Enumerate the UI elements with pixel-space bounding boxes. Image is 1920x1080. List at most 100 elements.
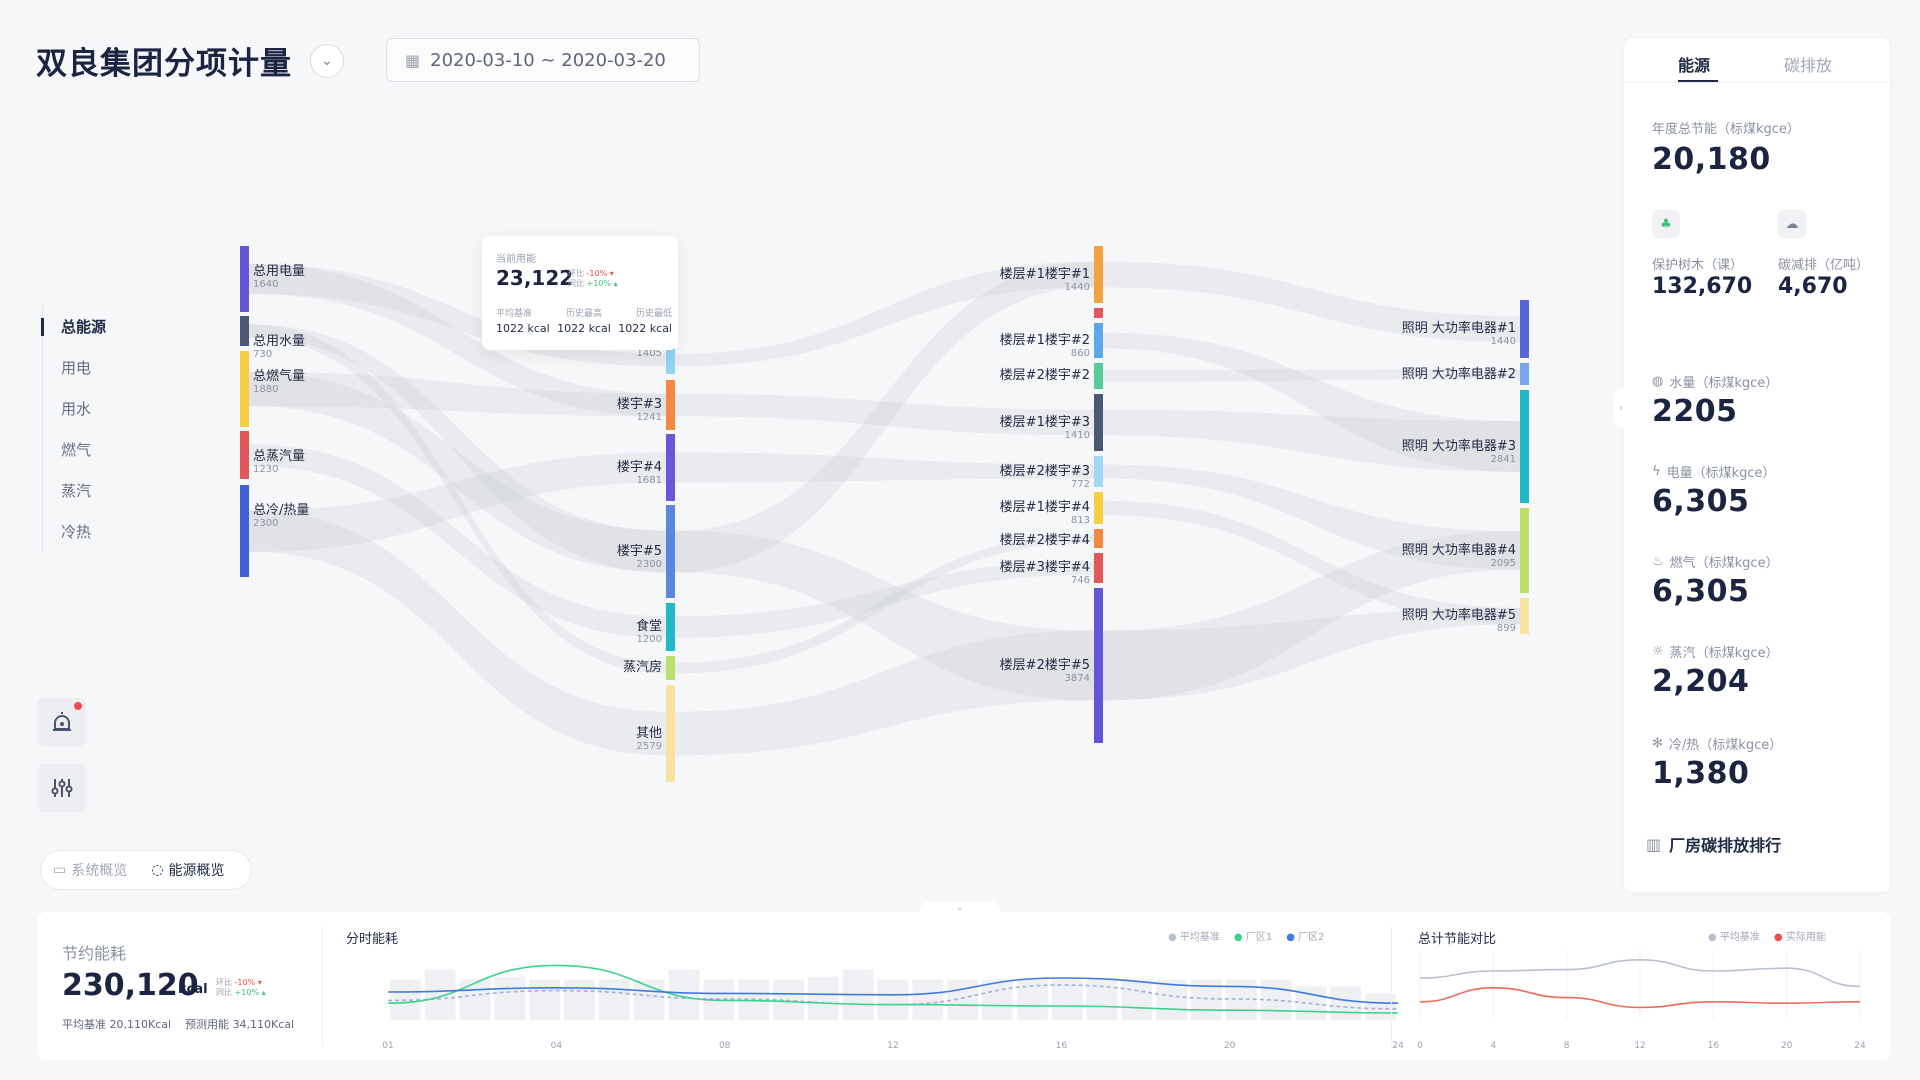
- compare-series-line: [1419, 986, 1861, 1009]
- sankey-node-label: 楼层#1楼宇#1 1440: [914, 263, 1090, 293]
- tree-icon: ♣: [1652, 210, 1680, 238]
- sankey-node-bar[interactable]: [666, 505, 675, 598]
- sankey-node-name: 楼层#1楼宇#3: [999, 414, 1090, 430]
- tooltip-col-min: 历史最低: [635, 309, 672, 319]
- nav-item-water[interactable]: 用水: [61, 400, 92, 418]
- sankey-node-bar[interactable]: [666, 656, 675, 680]
- tab-carbon[interactable]: 碳排放: [1784, 56, 1833, 75]
- sankey-node-label: 楼宇#3 1241: [486, 393, 662, 423]
- hourly-bar: [1156, 979, 1188, 1020]
- sankey-node-bar[interactable]: [240, 351, 249, 427]
- sankey-node-name: 楼层#2楼宇#4: [999, 533, 1090, 548]
- tooltip-val-avg: 1022 kcal: [496, 322, 550, 335]
- hourly-bar: [877, 979, 909, 1020]
- sankey-node-bar[interactable]: [1520, 390, 1529, 503]
- sankey-node-name: 照明 大功率电器#4: [1401, 542, 1516, 558]
- sankey-node-name: 楼宇#4: [616, 459, 662, 475]
- sankey-node-value: 899: [1496, 623, 1516, 634]
- sankey-node-bar[interactable]: [1094, 308, 1103, 318]
- nav-item-heat[interactable]: 冷热: [61, 523, 92, 541]
- sankey-node-bar[interactable]: [1520, 363, 1529, 385]
- sankey-node-bar[interactable]: [1520, 508, 1529, 593]
- sankey-node-name: 楼宇#3: [616, 397, 662, 412]
- gas-label: 燃气（标煤kgce）: [1669, 556, 1779, 571]
- sankey-node-label: 楼宇#4 1681: [486, 456, 662, 486]
- compare-x-tick: 8: [1564, 1041, 1570, 1051]
- sankey-flow-link: [675, 630, 1094, 756]
- sankey-node-label: 照明 大功率电器#3 2841: [1340, 435, 1516, 465]
- sankey-node-bar[interactable]: [240, 246, 249, 312]
- sankey-node-bar[interactable]: [1520, 300, 1529, 358]
- date-range-picker[interactable]: ▦ 2020-03-10 ~ 2020-03-20: [386, 38, 700, 82]
- sankey-node-bar[interactable]: [1094, 394, 1103, 451]
- panel-collapse-handle[interactable]: ›: [1614, 388, 1628, 428]
- sankey-node-bar[interactable]: [1094, 246, 1103, 303]
- sankey-node-bar[interactable]: [240, 485, 249, 577]
- sankey-node-bar[interactable]: [666, 434, 675, 501]
- sankey-flow-link: [675, 393, 1094, 436]
- sankey-node-bar[interactable]: [666, 685, 675, 782]
- sankey-node-bar[interactable]: [1520, 598, 1529, 634]
- sliders-icon: [51, 779, 73, 797]
- sankey-node-bar[interactable]: [1094, 553, 1103, 583]
- carbon-ranking-link[interactable]: ▥ 厂房碳排放排行: [1646, 834, 1782, 856]
- tooltip-tb-label: 同比: [568, 279, 584, 288]
- title-dropdown-button[interactable]: ⌄: [310, 44, 344, 78]
- sankey-node-name: 总蒸汽量: [253, 449, 306, 464]
- cloud-icon: ☁: [1778, 210, 1806, 238]
- sankey-node-value: 746: [1070, 575, 1090, 586]
- sankey-node-bar[interactable]: [240, 431, 249, 479]
- sankey-node-value: 730: [253, 349, 273, 360]
- carbon-value: 4,670: [1778, 274, 1848, 299]
- sankey-flow-link: [249, 371, 666, 573]
- nav-item-total[interactable]: 总能源: [41, 306, 163, 347]
- nav-item-gas[interactable]: 燃气: [61, 441, 92, 459]
- tab-energy-overview[interactable]: ◌ 能源概览: [151, 862, 225, 879]
- sankey-node-bar[interactable]: [1094, 363, 1103, 389]
- sankey-flow-link: [675, 534, 1094, 674]
- lightning-icon: ϟ: [1652, 464, 1661, 479]
- tab-system-overview[interactable]: ▭ 系统概览: [53, 862, 128, 879]
- sankey-node-value: 1241: [636, 412, 662, 423]
- sankey-node-bar[interactable]: [666, 603, 675, 651]
- sankey-flow-link: [675, 261, 1094, 367]
- sankey-node-bar[interactable]: [666, 380, 675, 430]
- sankey-node-label: 总用水量 730: [253, 330, 305, 360]
- sankey-node-bar[interactable]: [1094, 588, 1103, 743]
- sankey-node-bar[interactable]: [240, 316, 249, 346]
- hourly-bar: [459, 979, 491, 1020]
- saving-unit: kcal: [178, 982, 208, 997]
- alarm-button[interactable]: [38, 698, 86, 746]
- electric-label: 电量（标煤kgce）: [1666, 466, 1776, 481]
- tooltip-tb-value: +10%: [586, 279, 612, 288]
- trees-value: 132,670: [1652, 274, 1753, 299]
- sankey-node-name: 总用电量: [253, 264, 306, 279]
- settings-sliders-button[interactable]: [38, 764, 86, 812]
- sankey-node-name: 食堂: [635, 619, 662, 634]
- sankey-flow-link: [1103, 261, 1520, 343]
- sankey-node-name: 楼层#2楼宇#2: [999, 368, 1090, 383]
- saving-tb-value: +10%: [234, 988, 260, 997]
- sankey-node-name: 照明 大功率电器#3: [1401, 438, 1516, 454]
- tooltip-val-min: 1022 kcal: [618, 322, 672, 335]
- sankey-node-value: 1200: [636, 634, 662, 645]
- hourly-bar: [982, 979, 1013, 1020]
- sankey-node-label: 照明 大功率电器#1 1440: [1340, 317, 1516, 347]
- nav-item-steam[interactable]: 蒸汽: [61, 482, 92, 500]
- sankey-node-bar[interactable]: [1094, 529, 1103, 548]
- sankey-node-value: 1880: [253, 384, 279, 395]
- alarm-badge: [74, 702, 82, 710]
- hourly-bar: [1086, 979, 1118, 1020]
- sankey-node-value: 3874: [1064, 672, 1090, 684]
- sankey-node-bar[interactable]: [1094, 456, 1103, 487]
- sankey-node-value: 1640: [253, 279, 279, 290]
- sankey-node-bar[interactable]: [1094, 323, 1103, 358]
- sankey-node-bar[interactable]: [1094, 492, 1103, 524]
- sankey-node-label: 蒸汽房: [486, 656, 662, 675]
- sankey-node-bar[interactable]: [666, 346, 675, 374]
- tooltip-col-avg: 平均基准: [496, 309, 533, 319]
- nav-item-electric[interactable]: 用电: [61, 359, 92, 377]
- sankey-node-name: 蒸汽房: [622, 660, 662, 675]
- tab-energy[interactable]: 能源: [1678, 56, 1711, 75]
- right-summary-panel: 能源 碳排放 年度总节能（标煤kgce） 20,180 ♣ ☁ 保护树木（课） …: [1624, 38, 1890, 892]
